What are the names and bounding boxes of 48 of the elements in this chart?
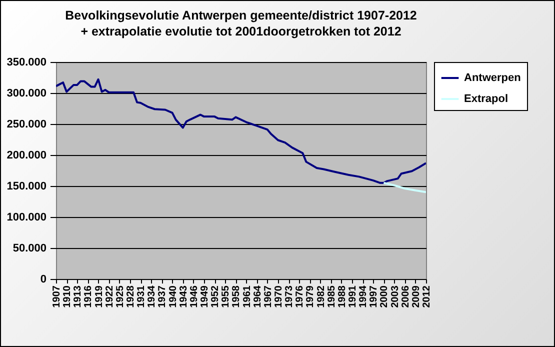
x-tick-label: 1973 [284, 285, 296, 308]
chart-title: Bevolkingsevolutie Antwerpen gemeente/district 1907-2012 + extrapolatie evolutie tot 2001doorgetrokken tot 2012 [65, 8, 417, 38]
x-tick-label: 2012 [422, 285, 432, 308]
x-tick-label: 1994 [358, 285, 370, 308]
x-tick-label: 1967 [262, 285, 274, 308]
x-tick-label: 1919 [94, 285, 105, 308]
x-tick-label: 2009 [410, 285, 422, 308]
x-tick-label: 1997 [368, 285, 380, 308]
x-tick-label: 1955 [220, 285, 232, 308]
y-tick-label: 50.000 [12, 242, 46, 254]
line-series [382, 182, 426, 194]
x-tick-label: 1937 [157, 285, 168, 308]
x-tick-label: 1958 [231, 285, 242, 308]
legend-label: Extrapol [464, 93, 508, 105]
x-tick-label: 1970 [274, 285, 284, 308]
x-tick-label: 1979 [305, 285, 316, 308]
x-tick-label: 2000 [379, 285, 390, 308]
y-tick-label: 200.000 [6, 150, 46, 162]
x-tick-label: 1934 [146, 285, 158, 308]
y-tick-label: 300.000 [6, 88, 46, 100]
x-tick-label: 1949 [200, 285, 210, 308]
x-tick-label: 1991 [348, 285, 358, 308]
x-tick-label: 1943 [178, 285, 190, 308]
x-tick-label: 1952 [210, 285, 222, 308]
x-tick-label: 1913 [72, 285, 84, 308]
x-tick-label: 1988 [336, 285, 348, 308]
x-tick-label: 1940 [168, 285, 179, 308]
x-tick-label: 1964 [252, 285, 264, 308]
x-tick-label: 2006 [400, 285, 412, 308]
x-tick-label: 1916 [83, 285, 94, 308]
y-tick-label: 150.000 [6, 180, 46, 192]
x-tick-label: 2003 [390, 285, 401, 308]
x-tick-label: 1907 [52, 285, 62, 308]
y-tick-label: 350.000 [6, 56, 46, 68]
x-tick-label: 1910 [62, 285, 74, 308]
x-tick-label: 1928 [126, 285, 136, 308]
x-tick-label: 1982 [316, 285, 327, 308]
y-tick-label: 250.000 [6, 118, 46, 130]
x-tick-label: 1925 [114, 285, 126, 308]
x-tick-label: 1946 [188, 285, 200, 308]
x-tick-label: 1985 [326, 285, 338, 308]
y-tick-label: 0 [40, 274, 46, 286]
y-tick-label: 100.000 [6, 212, 46, 224]
x-tick-label: 1961 [242, 285, 253, 308]
x-tick-label: 1931 [136, 285, 148, 308]
x-tick-label: 1922 [104, 285, 116, 308]
legend-label: Antwerpen [464, 72, 522, 84]
x-tick-label: 1976 [294, 285, 306, 308]
